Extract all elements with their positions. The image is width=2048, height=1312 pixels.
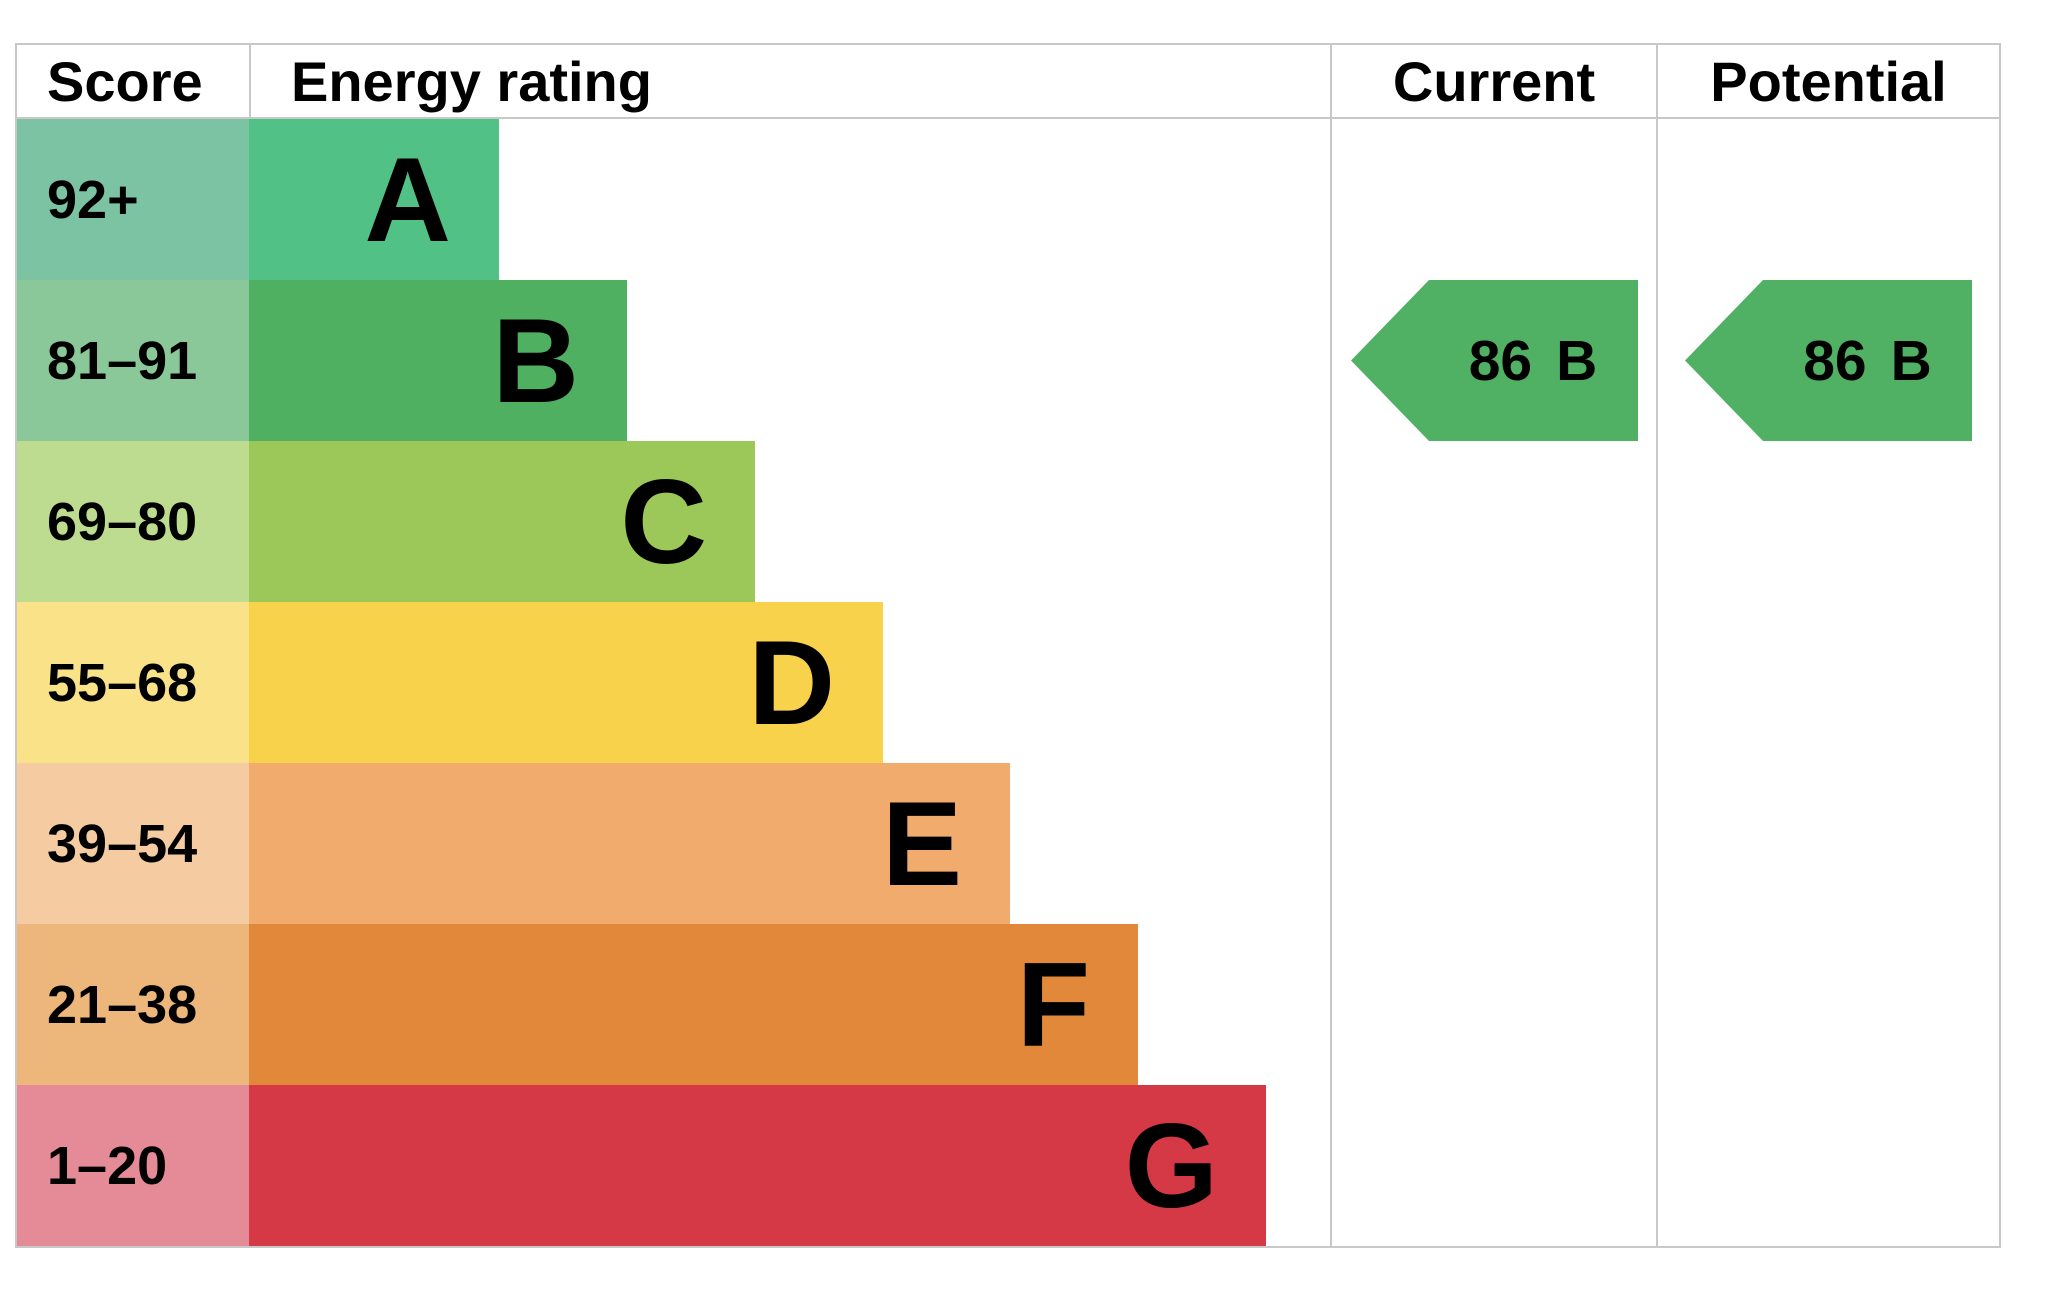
potential-column: 86 B: [1656, 119, 1999, 1246]
score-range-f: 21–38: [17, 924, 249, 1085]
rating-bar-c: C: [249, 441, 755, 602]
rating-bar-cell-a: A: [249, 119, 1330, 280]
current-rating-label: 86 B: [1429, 280, 1638, 441]
rating-letter-b: B: [492, 293, 579, 428]
current-rating-arrow: 86 B: [1350, 280, 1638, 441]
rating-bar-e: E: [249, 763, 1010, 924]
header-score: Score: [17, 45, 249, 119]
potential-rating-label: 86 B: [1763, 280, 1972, 441]
rating-bar-cell-c: C: [249, 441, 1330, 602]
rating-bar-b: B: [249, 280, 627, 441]
rating-letter-f: F: [1016, 937, 1090, 1072]
rating-letter-e: E: [881, 776, 962, 911]
rating-bar-f: F: [249, 924, 1138, 1085]
potential-rating-band: B: [1890, 328, 1932, 393]
rating-bar-cell-d: D: [249, 602, 1330, 763]
current-rating-score: 86: [1468, 328, 1533, 393]
rating-letter-g: G: [1124, 1098, 1218, 1233]
rating-letter-a: A: [364, 132, 451, 267]
rating-bar-cell-f: F: [249, 924, 1330, 1085]
potential-rating-score: 86: [1803, 328, 1867, 393]
rating-letter-d: D: [748, 615, 835, 750]
epc-rating-chart: Score Energy rating Current Potential 86…: [15, 43, 2001, 1248]
potential-arrow-shape-icon: [1685, 280, 1972, 441]
header-energy-rating: Energy rating: [249, 45, 1330, 119]
header-current: Current: [1330, 45, 1656, 119]
current-rating-band: B: [1556, 328, 1598, 393]
score-range-c: 69–80: [17, 441, 249, 602]
rating-bar-d: D: [249, 602, 883, 763]
score-range-e: 39–54: [17, 763, 249, 924]
header-potential: Potential: [1656, 45, 1999, 119]
rating-bar-cell-e: E: [249, 763, 1330, 924]
rating-bar-a: A: [249, 119, 499, 280]
potential-arrow-row: 86 B: [1658, 280, 1999, 441]
score-range-d: 55–68: [17, 602, 249, 763]
potential-rating-arrow: 86 B: [1685, 280, 1972, 441]
current-arrow-shape-icon: [1350, 280, 1638, 441]
score-range-g: 1–20: [17, 1085, 249, 1246]
rating-bar-cell-g: G: [249, 1085, 1330, 1246]
current-arrow-row: 86 B: [1332, 280, 1656, 441]
current-column: 86 B: [1330, 119, 1656, 1246]
rating-bar-cell-b: B: [249, 280, 1330, 441]
score-range-a: 92+: [17, 119, 249, 280]
score-range-b: 81–91: [17, 280, 249, 441]
rating-letter-c: C: [620, 454, 707, 589]
rating-bar-g: G: [249, 1085, 1266, 1246]
